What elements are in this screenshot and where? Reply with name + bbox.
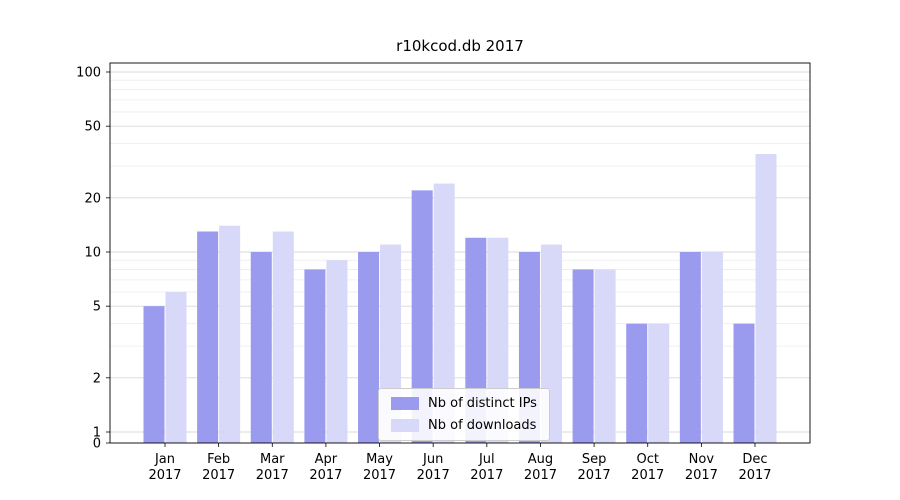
y-tick-label-5: 5 <box>93 300 101 315</box>
bar-distinct-ips-jun <box>411 190 433 443</box>
y-tick-label-1: 1 <box>93 426 101 441</box>
y-tick-label-50: 50 <box>84 120 101 135</box>
bar-downloads-jan <box>165 291 187 443</box>
legend-label-downloads: Nb of downloads <box>428 418 537 433</box>
chart-title: r10kcod.db 2017 <box>396 37 524 55</box>
bar-downloads-jun <box>433 183 455 443</box>
legend-label-distinct-ips: Nb of distinct IPs <box>428 396 537 411</box>
bar-distinct-ips-apr <box>304 269 326 443</box>
x-tick-label-aug: Aug 2017 <box>524 452 557 483</box>
legend-swatch-downloads <box>391 419 419 432</box>
x-tick-label-jun: Jun 2017 <box>417 452 450 483</box>
legend: Nb of distinct IPs Nb of downloads <box>378 388 550 441</box>
x-tick-label-sep: Sep 2017 <box>578 452 611 483</box>
bar-downloads-sep <box>594 269 616 443</box>
bar-distinct-ips-nov <box>679 252 701 443</box>
y-tick-label-0: 0 <box>93 437 101 452</box>
bar-distinct-ips-oct <box>626 323 648 443</box>
bar-distinct-ips-dec <box>733 323 755 443</box>
axes-border <box>109 62 811 444</box>
bar-downloads-feb <box>219 225 241 443</box>
bar-distinct-ips-may <box>358 252 380 443</box>
bar-downloads-mar <box>272 231 294 443</box>
y-tick-label-100: 100 <box>76 66 101 81</box>
bar-downloads-apr <box>326 260 348 443</box>
legend-entry-distinct-ips: Nb of distinct IPs <box>391 396 537 411</box>
bar-distinct-ips-feb <box>197 231 219 443</box>
x-tick-label-dec: Dec 2017 <box>738 452 771 483</box>
legend-swatch-distinct-ips <box>391 397 419 410</box>
bar-distinct-ips-sep <box>572 269 594 443</box>
x-tick-label-jan: Jan 2017 <box>148 452 181 483</box>
y-tick-label-20: 20 <box>84 191 101 206</box>
x-tick-label-may: May 2017 <box>363 452 396 483</box>
bar-downloads-nov <box>701 252 723 443</box>
x-tick-label-apr: Apr 2017 <box>309 452 342 483</box>
y-tick-label-10: 10 <box>84 246 101 261</box>
y-tick-label-2: 2 <box>93 371 101 386</box>
x-tick-label-oct: Oct 2017 <box>631 452 664 483</box>
x-tick-label-feb: Feb 2017 <box>202 452 235 483</box>
legend-entry-downloads: Nb of downloads <box>391 418 537 433</box>
bar-downloads-oct <box>648 323 670 443</box>
bar-downloads-dec <box>755 154 777 443</box>
x-tick-label-nov: Nov 2017 <box>685 452 718 483</box>
x-tick-label-mar: Mar 2017 <box>256 452 289 483</box>
bar-distinct-ips-mar <box>250 252 272 443</box>
x-tick-label-jul: Jul 2017 <box>470 452 503 483</box>
bar-distinct-ips-jan <box>143 306 165 443</box>
